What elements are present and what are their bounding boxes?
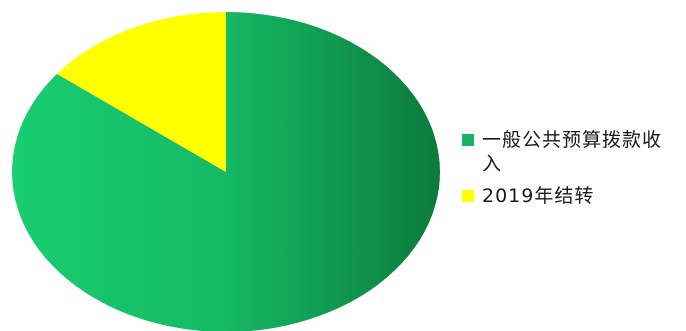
chart-legend: 一般公共预算拨款收入 2019年结转 (462, 128, 684, 216)
pie-slice-carryover-2019 (56, 12, 226, 172)
legend-item-carryover-2019: 2019年结转 (462, 184, 684, 208)
pie-slice-general-budget (12, 12, 440, 331)
legend-label-carryover-2019: 2019年结转 (482, 185, 595, 207)
legend-swatch-carryover-2019 (462, 190, 474, 202)
legend-item-general-budget: 一般公共预算拨款收入 (462, 128, 684, 176)
pie-slices (12, 12, 440, 331)
legend-swatch-general-budget (462, 134, 474, 146)
legend-label-general-budget: 一般公共预算拨款收入 (482, 129, 663, 175)
